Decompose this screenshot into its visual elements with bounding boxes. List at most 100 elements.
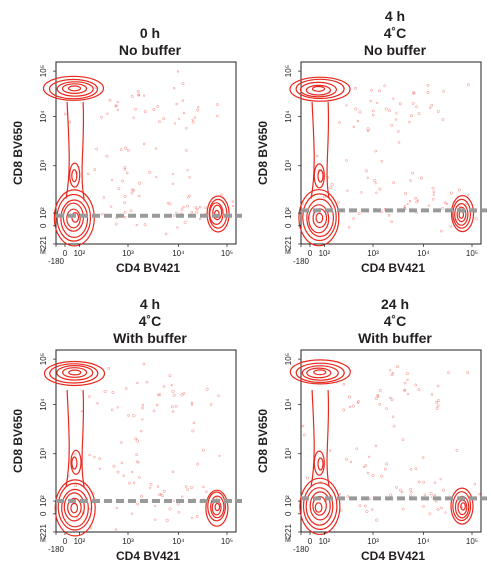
event-dot — [100, 115, 103, 119]
event-dot — [131, 470, 134, 474]
event-dot — [376, 101, 379, 105]
event-dot — [442, 90, 445, 93]
contour-double-negative — [315, 212, 324, 224]
event-dot — [134, 437, 138, 441]
event-dot — [351, 404, 355, 408]
contour-cd4-positive — [452, 491, 472, 522]
event-dot — [231, 204, 235, 207]
y-tick-label: -221 — [284, 523, 293, 540]
event-dot — [411, 102, 415, 105]
event-dot — [120, 441, 123, 444]
y-tick-label: 10⁴ — [39, 398, 48, 411]
event-dot — [435, 500, 438, 503]
contour-stream — [326, 390, 330, 487]
event-dot — [155, 176, 158, 179]
event-dot — [181, 495, 184, 498]
contour-cd8-positive — [295, 78, 345, 100]
event-dot — [352, 125, 356, 129]
event-dot — [374, 149, 378, 153]
contour-cd8-positive — [42, 75, 105, 101]
event-dot — [366, 127, 370, 131]
event-dot — [402, 507, 405, 511]
event-dot — [154, 504, 157, 508]
contour-cd8-positive — [311, 85, 326, 92]
event-dot — [173, 214, 176, 217]
event-dot — [396, 365, 399, 369]
event-dot — [414, 196, 417, 200]
event-dot — [89, 526, 93, 529]
event-dot — [415, 105, 418, 108]
event-dot — [370, 508, 374, 511]
event-dot — [422, 480, 426, 484]
event-dot — [370, 88, 373, 92]
event-dot — [172, 393, 176, 397]
event-dot — [205, 490, 208, 494]
event-dot — [404, 382, 407, 385]
event-dot — [390, 220, 393, 224]
event-dot — [408, 120, 411, 124]
event-dot — [174, 404, 178, 408]
event-dot — [149, 482, 153, 486]
event-dot — [305, 476, 309, 480]
y-tick-label: 10³ — [39, 448, 48, 460]
event-dot — [374, 182, 377, 185]
event-dot — [449, 224, 453, 228]
event-dot — [130, 188, 134, 192]
event-dot — [115, 506, 119, 510]
event-dot — [123, 215, 127, 219]
event-dot — [182, 205, 185, 209]
event-dot — [145, 380, 149, 384]
event-dot — [375, 518, 379, 522]
event-dot — [417, 480, 421, 484]
event-dot — [170, 384, 173, 387]
event-dot — [162, 489, 166, 493]
event-dot — [63, 112, 67, 116]
event-dot — [177, 511, 181, 514]
event-dot — [196, 108, 200, 112]
contour-cd8-positive — [299, 81, 338, 98]
event-dot — [364, 464, 368, 467]
contour-cd8-positive — [67, 85, 82, 92]
y-tick-label: -221 — [39, 235, 48, 252]
event-dot — [171, 182, 174, 185]
axis-corner-label: M — [40, 249, 46, 256]
event-dot — [436, 384, 440, 388]
event-dot — [158, 493, 161, 497]
y-tick-label: 10⁵ — [39, 353, 48, 365]
event-dot — [414, 467, 418, 471]
contour-double-negative — [308, 204, 330, 234]
contour-double-negative — [309, 491, 331, 521]
event-dot — [162, 117, 166, 121]
x-tick-label: 10³ — [367, 249, 379, 258]
y-tick-label: 10² — [284, 207, 293, 219]
event-dot — [411, 171, 415, 175]
event-dot — [128, 481, 131, 485]
event-dot — [406, 378, 409, 381]
contour-cd8-positive — [301, 365, 339, 381]
contour-group — [42, 75, 230, 247]
x-tick-label: 10⁴ — [172, 537, 185, 546]
event-dot — [141, 418, 144, 421]
event-dot — [112, 464, 116, 468]
event-dot — [392, 97, 395, 100]
event-dot — [375, 191, 378, 194]
event-dot — [132, 481, 136, 485]
event-dot — [143, 223, 147, 227]
x-tick-label: -180 — [293, 257, 310, 266]
contour-cd4-positive — [450, 487, 474, 525]
event-dot — [441, 207, 445, 210]
event-dot — [384, 107, 388, 111]
chart-title-line: No buffer — [364, 42, 427, 58]
event-dot — [447, 371, 450, 374]
event-dot — [135, 453, 139, 456]
event-dot — [171, 410, 175, 413]
event-dot — [417, 112, 421, 116]
contour-stream-node — [71, 456, 78, 470]
event-dot — [152, 107, 156, 112]
event-dot — [474, 217, 478, 221]
contour-cd4-positive — [452, 198, 472, 229]
event-dot — [110, 205, 113, 208]
